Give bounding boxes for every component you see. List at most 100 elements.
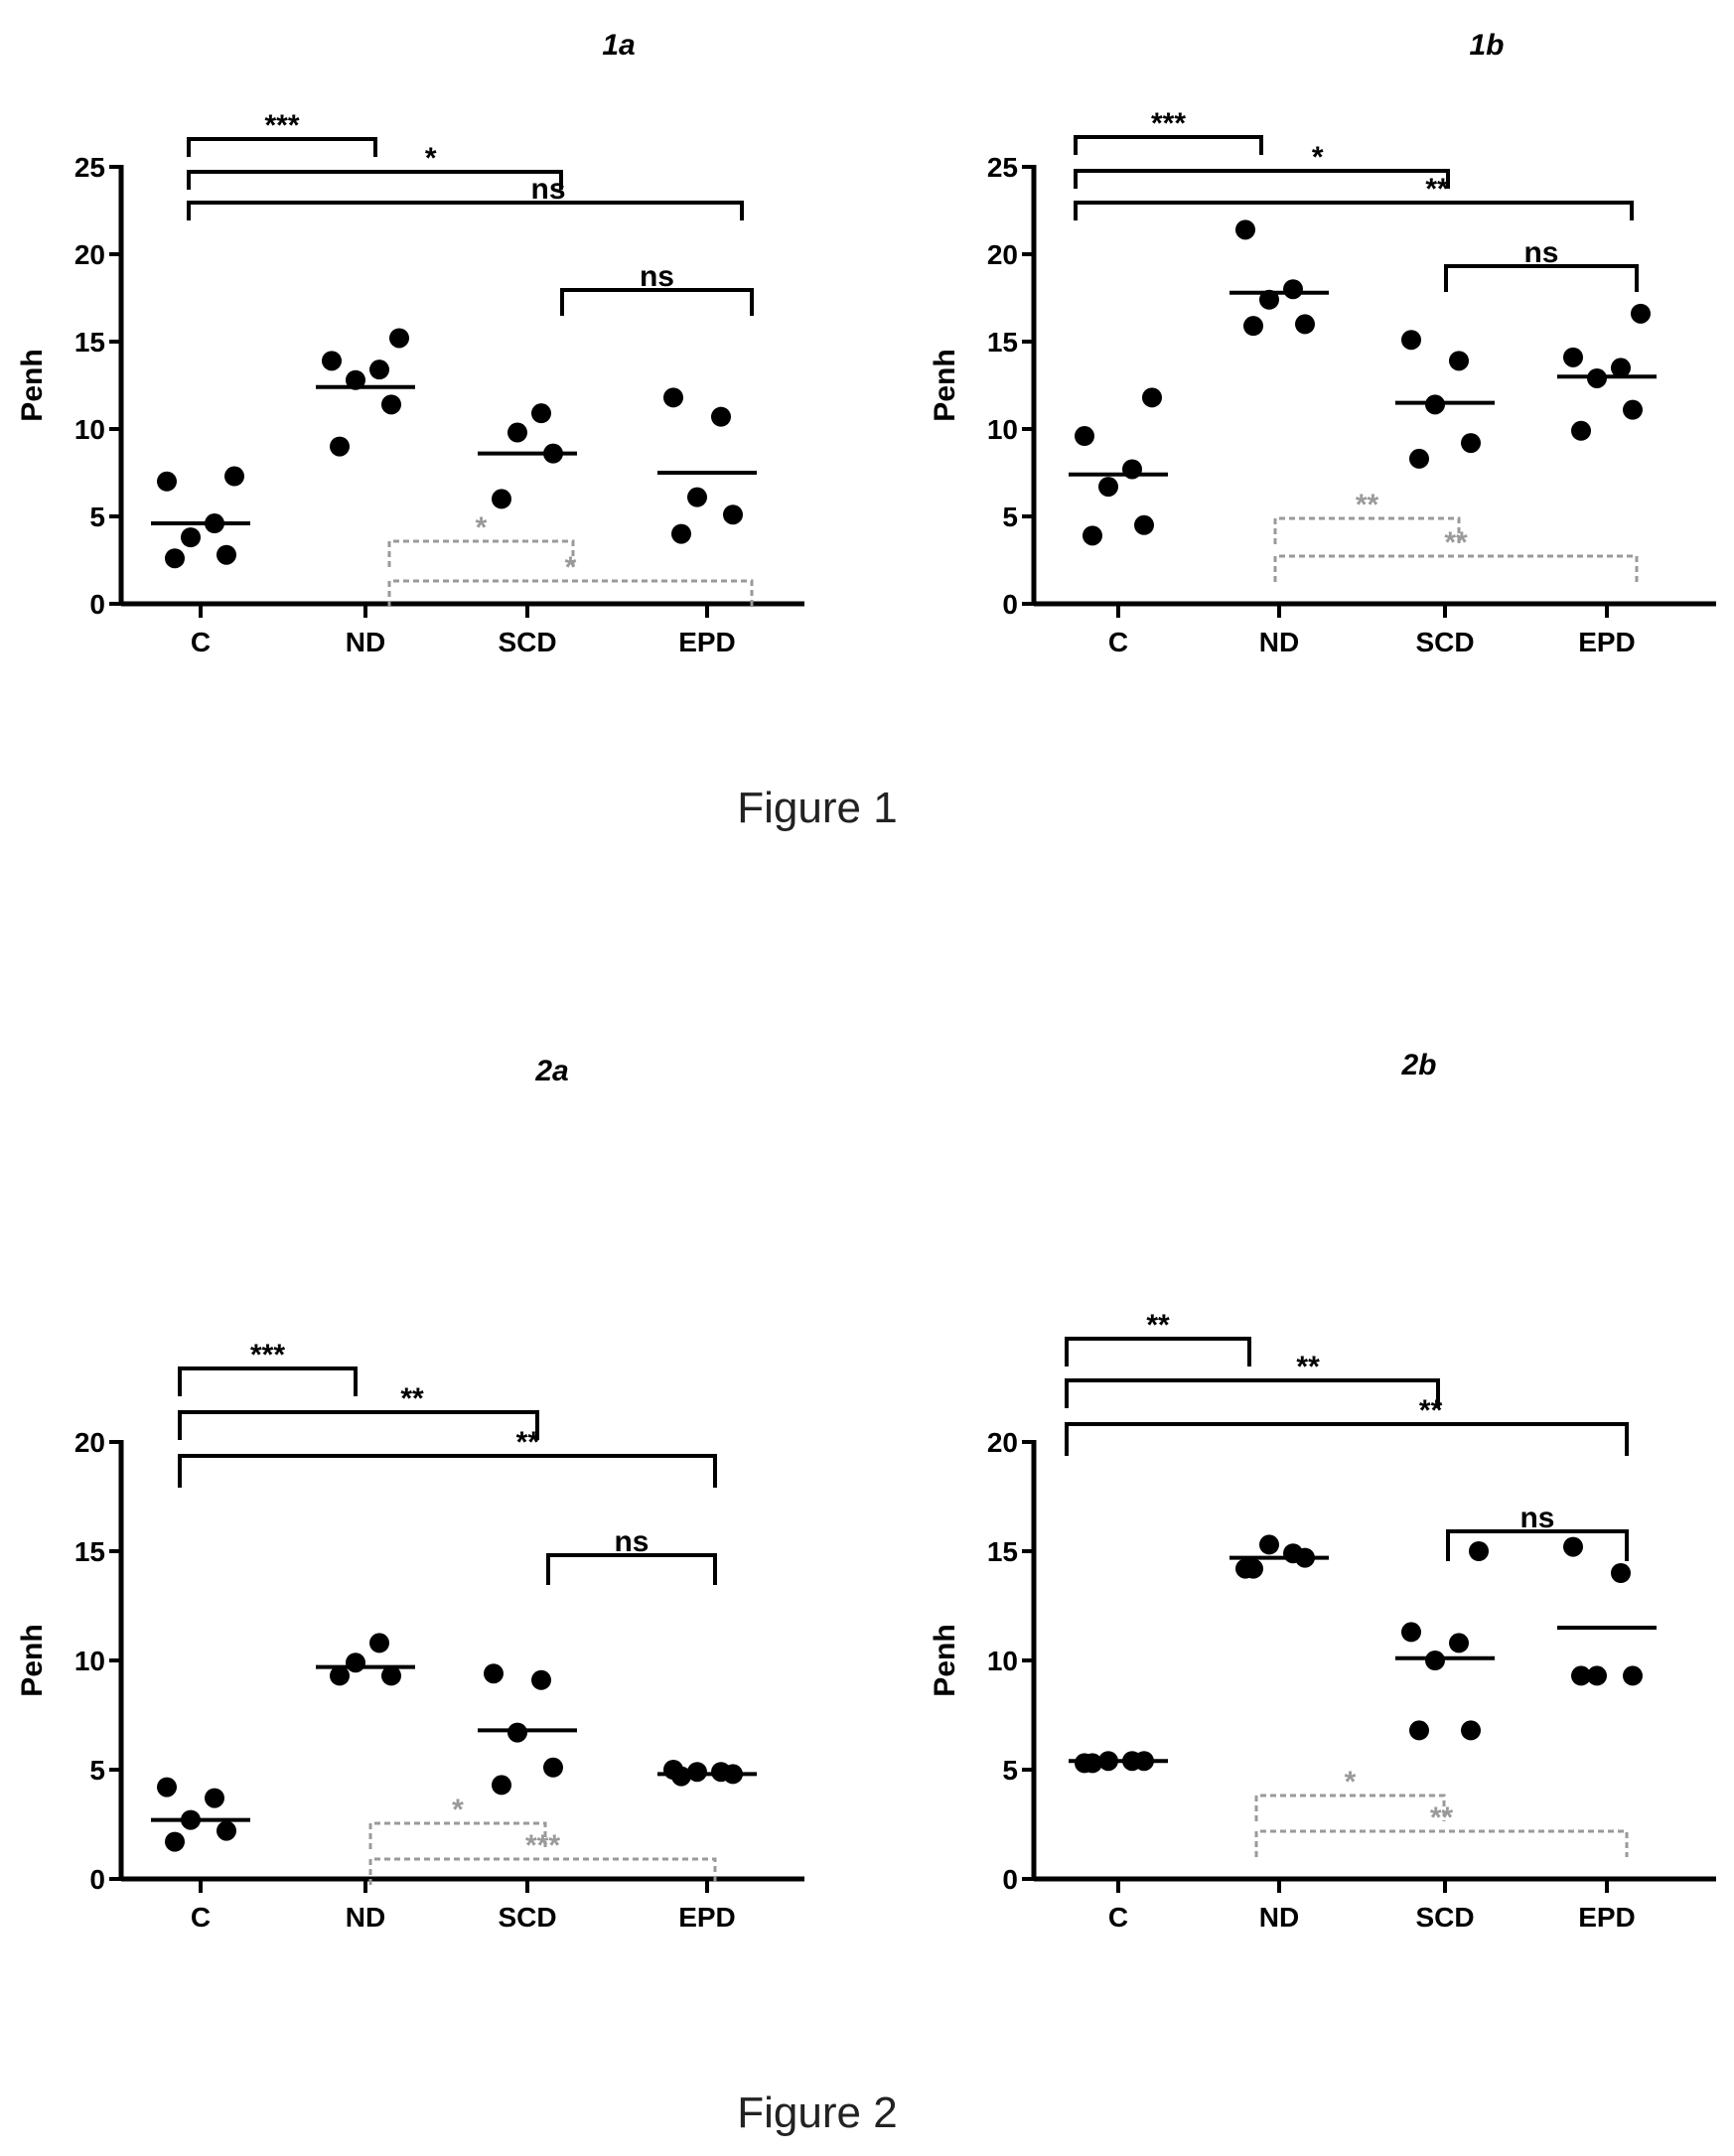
- y-tick-label: 20: [987, 239, 1018, 270]
- data-point-epd: [723, 504, 743, 525]
- y-tick-label: 20: [74, 1427, 105, 1458]
- data-point-scd: [543, 1757, 563, 1778]
- data-point-epd: [687, 1762, 707, 1783]
- x-tick-label: EPD: [678, 627, 736, 657]
- y-axis-label: Penh: [929, 1624, 961, 1696]
- data-point-c: [157, 471, 177, 492]
- y-tick-label: 5: [89, 502, 105, 532]
- significance-label: **: [1444, 526, 1468, 559]
- significance-bracket: [368, 1857, 717, 1885]
- chart-title: 1a: [602, 29, 635, 62]
- data-point-scd: [507, 422, 527, 443]
- significance-label: ***: [1151, 107, 1186, 140]
- data-point-nd: [346, 369, 365, 390]
- significance-bracket: [387, 579, 754, 607]
- x-tick-label: SCD: [1415, 1902, 1474, 1933]
- chart-title: 2a: [534, 1055, 568, 1087]
- data-point-nd: [322, 351, 342, 371]
- data-point-scd: [492, 1775, 511, 1796]
- data-point-nd: [1283, 279, 1303, 300]
- y-tick-label: 15: [987, 327, 1018, 358]
- x-tick-label: EPD: [1578, 1902, 1636, 1933]
- data-point-c: [217, 1820, 236, 1841]
- data-point-c: [165, 548, 185, 569]
- significance-bracket: [1074, 201, 1634, 220]
- x-tick-label: C: [191, 627, 211, 657]
- data-point-nd: [1295, 314, 1315, 335]
- data-point-epd: [1611, 1563, 1631, 1583]
- significance-label: **: [400, 1382, 424, 1415]
- data-point-epd: [663, 1760, 683, 1780]
- y-tick-label: 5: [1002, 502, 1018, 532]
- data-point-c: [1142, 387, 1162, 408]
- y-tick-label: 25: [987, 152, 1018, 183]
- x-tick-label: EPD: [678, 1902, 736, 1933]
- significance-label: **: [1425, 173, 1449, 206]
- y-tick-label: 10: [987, 1646, 1018, 1676]
- significance-bracket: [546, 1553, 717, 1585]
- data-point-c: [217, 544, 236, 565]
- significance-label: **: [1430, 1801, 1454, 1834]
- data-point-c: [181, 527, 201, 548]
- data-point-nd: [1259, 289, 1279, 310]
- data-point-scd: [492, 489, 511, 509]
- significance-label: *: [565, 551, 577, 584]
- significance-label: ns: [531, 173, 566, 206]
- data-point-epd: [1623, 1665, 1643, 1686]
- data-point-epd: [1571, 1665, 1591, 1686]
- data-point-nd: [1283, 1543, 1303, 1564]
- significance-bracket: [178, 1366, 358, 1396]
- x-tick-label: ND: [346, 627, 385, 657]
- significance-label: *: [476, 511, 488, 544]
- data-point-nd: [381, 1665, 401, 1686]
- y-axis-label: Penh: [16, 1624, 49, 1696]
- x-tick-label: SCD: [498, 627, 556, 657]
- data-point-scd: [1409, 1720, 1429, 1741]
- significance-label: *: [1345, 1766, 1357, 1798]
- x-tick-label: C: [1108, 627, 1128, 657]
- data-point-nd: [1243, 316, 1263, 337]
- data-point-epd: [1563, 1536, 1583, 1557]
- significance-label: ***: [264, 109, 299, 142]
- data-point-scd: [1461, 433, 1481, 454]
- y-tick-label: 15: [74, 327, 105, 358]
- y-tick-label: 0: [1002, 589, 1018, 620]
- data-point-scd: [1449, 1633, 1469, 1653]
- significance-bracket: [560, 288, 754, 316]
- data-point-c: [1134, 514, 1154, 535]
- y-tick-label: 10: [987, 414, 1018, 445]
- significance-bracket: [1446, 1529, 1629, 1561]
- x-tick-label: ND: [1259, 1902, 1299, 1933]
- data-point-c: [1083, 525, 1102, 546]
- x-tick-label: ND: [1259, 627, 1299, 657]
- data-point-scd: [484, 1663, 504, 1684]
- data-point-nd: [330, 436, 350, 457]
- y-tick-label: 0: [89, 589, 105, 620]
- data-point-scd: [1449, 351, 1469, 371]
- y-tick-label: 0: [89, 1864, 105, 1895]
- y-tick-label: 15: [74, 1536, 105, 1567]
- significance-bracket: [1074, 135, 1263, 155]
- significance-label: *: [1312, 141, 1324, 174]
- significance-bracket: [1273, 516, 1461, 544]
- y-tick-label: 25: [74, 152, 105, 183]
- significance-bracket: [368, 1821, 547, 1849]
- significance-label: *: [425, 142, 437, 175]
- y-tick-label: 5: [1002, 1755, 1018, 1786]
- data-point-epd: [687, 487, 707, 507]
- y-tick-label: 10: [74, 414, 105, 445]
- significance-label: **: [1146, 1309, 1170, 1342]
- data-point-nd: [330, 1665, 350, 1686]
- data-point-epd: [671, 523, 691, 544]
- significance-bracket: [178, 1454, 717, 1488]
- data-point-nd: [1259, 1534, 1279, 1555]
- significance-label: ***: [525, 1829, 560, 1862]
- significance-bracket: [187, 201, 744, 220]
- y-tick-label: 5: [89, 1755, 105, 1786]
- significance-bracket: [178, 1410, 539, 1440]
- y-axis-label: Penh: [929, 349, 961, 421]
